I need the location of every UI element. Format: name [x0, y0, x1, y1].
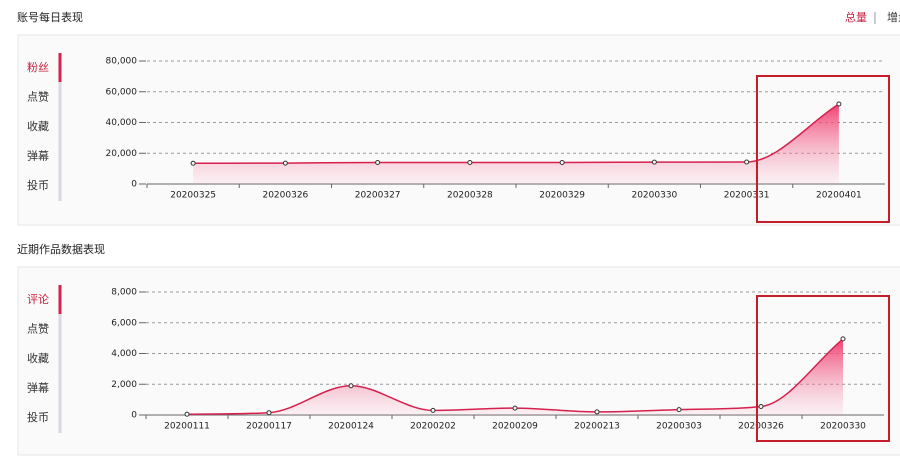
tab[interactable]: 粉丝	[27, 61, 49, 74]
point	[266, 410, 272, 416]
point	[512, 405, 518, 411]
point	[190, 160, 196, 166]
x-tick-label: 20200209	[492, 422, 538, 432]
tab[interactable]: 投币	[27, 410, 49, 424]
x-tick-label: 20200325	[170, 191, 216, 201]
x-tick-label: 20200330	[631, 191, 677, 201]
point	[282, 160, 288, 166]
y-tick-label: 2,000	[111, 380, 137, 390]
x-tick-label: 20200330	[820, 422, 866, 432]
x-tick-label: 20200329	[539, 191, 585, 201]
tab[interactable]: 点赞	[27, 91, 49, 104]
point	[559, 159, 565, 165]
point	[836, 101, 842, 107]
section-title: 近期作品数据表现	[17, 242, 105, 256]
point	[651, 159, 657, 165]
x-tick-label: 20200331	[724, 191, 770, 201]
highlight-box	[756, 75, 890, 223]
panel	[17, 266, 900, 456]
toggle-total[interactable]: 总量	[845, 10, 867, 24]
x-tick-label: 20200111	[164, 422, 210, 432]
point	[348, 383, 354, 389]
x-tick-label: 20200327	[355, 191, 401, 201]
point	[467, 159, 473, 165]
x-tick-label: 20200124	[328, 422, 374, 432]
tab[interactable]: 收藏	[27, 351, 49, 365]
point	[594, 409, 600, 415]
x-tick-label: 20200326	[738, 422, 784, 432]
point	[375, 159, 381, 165]
x-tick-label: 20200202	[410, 422, 456, 432]
y-tick-label: 0	[131, 411, 137, 421]
tab[interactable]: 弹幕	[27, 381, 49, 395]
point	[184, 411, 190, 417]
tab[interactable]: 收藏	[27, 119, 49, 133]
point	[840, 336, 846, 342]
x-tick-label: 20200328	[447, 191, 493, 201]
area	[193, 104, 839, 184]
point	[758, 404, 764, 410]
point	[744, 159, 750, 165]
panel	[17, 34, 900, 226]
tab[interactable]: 点赞	[27, 323, 49, 336]
point	[676, 407, 682, 413]
x-tick-label: 20200401	[816, 191, 862, 201]
highlight-box	[756, 295, 890, 442]
y-tick-label: 80,000	[106, 57, 138, 67]
y-tick-label: 4,000	[111, 349, 137, 359]
y-tick-label: 0	[131, 180, 137, 190]
x-tick-label: 20200117	[246, 422, 292, 432]
y-tick-label: 20,000	[106, 149, 138, 159]
section-title: 账号每日表现	[17, 10, 83, 24]
y-tick-label: 40,000	[106, 118, 138, 128]
tab[interactable]: 弹幕	[27, 149, 49, 163]
area	[187, 338, 843, 415]
y-tick-label: 60,000	[106, 87, 138, 97]
x-tick-label: 20200213	[574, 422, 620, 432]
tab[interactable]: 投币	[27, 178, 49, 192]
charts: 粉丝点赞收藏弹幕投币评论点赞收藏弹幕投币020,00040,00060,0008…	[27, 53, 885, 433]
point	[430, 407, 436, 413]
x-tick-label: 20200326	[262, 191, 308, 201]
y-tick-label: 8,000	[111, 288, 137, 298]
x-tick-label: 20200303	[656, 422, 702, 432]
y-tick-label: 6,000	[111, 318, 137, 328]
tab[interactable]: 评论	[27, 292, 49, 306]
toggle-increment[interactable]: 增量	[887, 10, 900, 24]
